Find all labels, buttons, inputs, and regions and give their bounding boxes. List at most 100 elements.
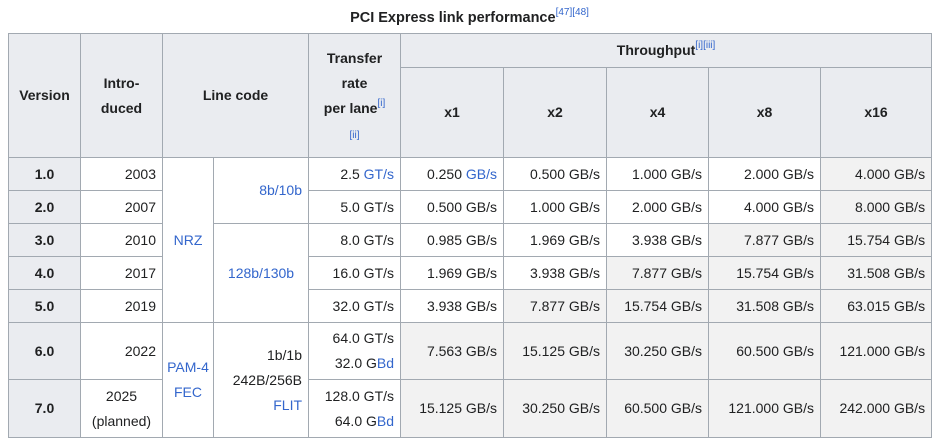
throughput-cell: 15.125 GB/s xyxy=(400,379,505,438)
table-row: 2.0 2007 5.0 GT/s 0.500 GB/s 1.000 GB/s 2.000… xyxy=(8,190,933,224)
throughput-cell: 7.563 GB/s xyxy=(400,322,505,380)
version-cell: 5.0 xyxy=(8,289,81,323)
text: 64.0 GT/s xyxy=(332,330,395,346)
line-code-cell: 8b/10b xyxy=(212,157,310,224)
ref[interactable]: [i] xyxy=(377,97,386,109)
text: 242.000 GB/s xyxy=(839,400,926,416)
text: 0.250 xyxy=(426,165,462,182)
text: 31.508 GB/s xyxy=(847,264,926,281)
text: 15.754 GB/s xyxy=(624,297,703,314)
header-cell: Transfer rate per lane[i] [ii] xyxy=(308,33,402,158)
table-row: 1.0 2003 NRZ 8b/10b 2.5 GT/s 0.250 GB/s 0.500 … xyxy=(8,157,933,323)
header: Transfer xyxy=(326,49,383,66)
text: 15.754 GB/s xyxy=(847,231,926,248)
throughput-cell: 7.877 GB/s xyxy=(606,256,710,290)
throughput-cell: 60.500 GB/s xyxy=(708,322,822,380)
text: 2022 xyxy=(124,342,156,359)
text: 7.563 GB/s xyxy=(426,342,498,359)
lane-header: x1 xyxy=(444,104,460,120)
throughput-cell: 3.938 GB/s xyxy=(503,256,608,290)
text: 2017 xyxy=(124,264,156,281)
version: 3.0 xyxy=(34,231,55,248)
text: 4.000 GB/s xyxy=(743,198,815,215)
text: 7.877 GB/s xyxy=(631,264,703,281)
introduced-cell: 2019 xyxy=(80,289,163,323)
text: 30.250 GB/s xyxy=(624,342,703,359)
link[interactable]: NRZ xyxy=(173,231,203,248)
throughput-cell: 7.877 GB/s xyxy=(503,289,608,323)
text: 32.0 G xyxy=(334,355,377,371)
text: 2019 xyxy=(124,297,156,314)
header: Version xyxy=(19,87,70,103)
ref[interactable]: [48] xyxy=(572,7,589,18)
link[interactable]: Bd xyxy=(376,355,395,371)
throughput-cell: 0.250 GB/s xyxy=(400,157,505,191)
lane-header: x8 xyxy=(756,104,773,120)
throughput-cell: 1.000 GB/s xyxy=(606,157,710,191)
throughput-cell: 15.754 GB/s xyxy=(708,256,822,290)
ref[interactable]: [47] xyxy=(555,7,573,18)
introduced-cell: 2017 xyxy=(80,256,163,290)
text: 16.0 GT/s xyxy=(332,264,395,281)
link[interactable]: Bd xyxy=(376,412,395,429)
link[interactable]: 128b/130b xyxy=(227,264,295,281)
transfer-rate-cell: 64.0 GT/s 32.0 GBd xyxy=(308,322,402,380)
text: 0.985 GB/s xyxy=(426,231,498,248)
version-cell: 3.0 xyxy=(8,223,81,257)
throughput-cell: 0.985 GB/s xyxy=(400,223,505,257)
version: 2.0 xyxy=(34,198,55,215)
table-row: 6.0 2022 PAM-4 FEC 1b/1b 242B/256B FLIT 64.0 GT… xyxy=(8,322,933,438)
text: 32.0 GT/s xyxy=(332,297,395,314)
text: 63.015 GB/s xyxy=(847,297,926,314)
header: per lane xyxy=(323,99,378,116)
table-row: 3.0 2010 128b/130b 8.0 GT/s 0.985 GB/s 1.969 … xyxy=(8,223,933,323)
line-code-cell: 1b/1b 242B/256B FLIT xyxy=(212,322,310,438)
throughput-cell: 15.125 GB/s xyxy=(503,322,608,380)
throughput-cell: 3.938 GB/s xyxy=(400,289,505,323)
version-cell: 4.0 xyxy=(8,256,81,290)
text: 121.000 GB/s xyxy=(728,400,815,416)
text: 8.000 GB/s xyxy=(855,198,926,215)
link[interactable]: GB/s xyxy=(465,165,498,182)
ref[interactable]: [iii] xyxy=(703,40,716,51)
link[interactable]: 8b/10b xyxy=(259,182,303,198)
text: 15.125 GB/s xyxy=(419,400,498,416)
text: 60.500 GB/s xyxy=(624,400,703,416)
line-code-cell: PAM-4 FEC xyxy=(162,322,214,438)
header-cell: x2 xyxy=(503,67,608,158)
transfer-rate-cell: 128.0 GT/s 64.0 GBd xyxy=(308,379,402,438)
link[interactable]: FLIT xyxy=(273,396,303,413)
introduced-cell: 2010 xyxy=(80,223,163,257)
link[interactable]: PAM-4 xyxy=(167,359,209,375)
header-cell: Version xyxy=(8,33,81,158)
throughput-cell: 31.508 GB/s xyxy=(708,289,822,323)
version-cell: 2.0 xyxy=(8,190,81,224)
version: 7.0 xyxy=(34,400,55,416)
table-caption: PCI Express link performance[47][48] xyxy=(0,0,939,33)
header: Throughput xyxy=(616,42,696,58)
ref[interactable]: [ii] xyxy=(349,129,360,141)
link[interactable]: FEC xyxy=(174,384,202,400)
header-cell: Line code xyxy=(161,33,310,158)
introduced-cell: 2025 (planned) xyxy=(80,379,163,438)
link[interactable]: GT/s xyxy=(363,165,395,182)
text: 2.000 GB/s xyxy=(631,198,703,215)
introduced-cell: 2022 xyxy=(80,322,163,380)
version-cell: 7.0 xyxy=(8,379,81,438)
text: 4.000 GB/s xyxy=(855,165,926,182)
header-cell: Throughput[i][iii] xyxy=(400,33,933,68)
text: 30.250 GB/s xyxy=(522,400,601,416)
text: 7.877 GB/s xyxy=(743,231,815,248)
lane-header: x16 xyxy=(864,104,888,120)
text: (planned) xyxy=(91,412,152,429)
header-cell: Intro-duced xyxy=(80,33,163,158)
transfer-rate-cell: 16.0 GT/s xyxy=(308,256,402,290)
throughput-cell: 15.754 GB/s xyxy=(820,223,933,257)
throughput-cell: 7.877 GB/s xyxy=(708,223,822,257)
header-cell: x4 xyxy=(606,67,710,158)
line-code-cell: NRZ xyxy=(162,157,214,323)
text: 2.000 GB/s xyxy=(743,165,815,182)
ref[interactable]: [i] xyxy=(695,40,704,51)
text: 121.000 GB/s xyxy=(839,342,926,359)
header: duced xyxy=(100,99,143,116)
